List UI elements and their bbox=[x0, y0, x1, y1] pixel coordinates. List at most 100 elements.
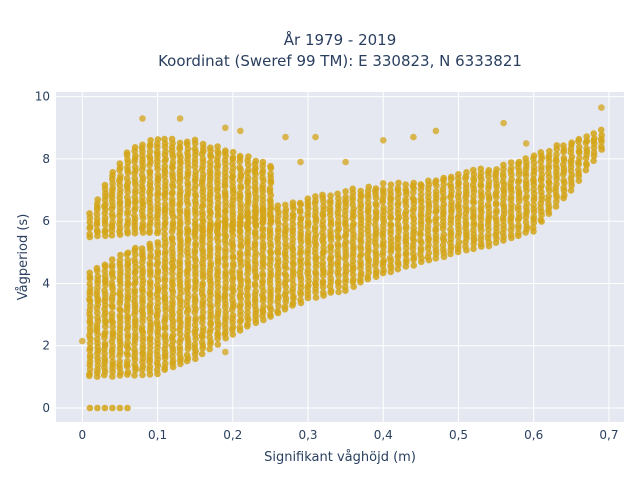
data-point bbox=[402, 181, 410, 188]
data-point bbox=[161, 235, 169, 242]
data-point bbox=[582, 166, 590, 174]
data-point bbox=[418, 203, 425, 210]
data-point bbox=[470, 166, 477, 174]
data-point bbox=[447, 181, 454, 188]
data-point bbox=[222, 308, 229, 316]
data-point bbox=[463, 169, 470, 176]
data-point bbox=[597, 126, 605, 134]
data-point bbox=[477, 181, 485, 188]
data-point bbox=[387, 227, 395, 234]
data-point bbox=[168, 234, 176, 241]
data-point bbox=[229, 154, 237, 161]
data-point bbox=[334, 232, 342, 240]
data-point bbox=[146, 259, 154, 267]
data-point bbox=[477, 232, 485, 240]
data-point bbox=[507, 159, 515, 166]
data-point bbox=[432, 214, 440, 222]
data-point bbox=[319, 278, 327, 285]
data-point bbox=[387, 235, 395, 242]
data-point bbox=[131, 144, 139, 151]
data-point bbox=[162, 312, 169, 320]
data-point bbox=[289, 259, 297, 267]
data-point bbox=[139, 141, 146, 149]
data-point bbox=[86, 344, 94, 352]
data-point bbox=[199, 280, 206, 287]
data-point bbox=[252, 165, 259, 172]
data-point bbox=[184, 314, 192, 322]
data-point bbox=[162, 248, 169, 255]
data-point bbox=[124, 193, 131, 201]
data-point bbox=[448, 199, 455, 206]
data-point bbox=[297, 280, 305, 288]
data-point bbox=[124, 339, 131, 346]
data-point bbox=[335, 277, 342, 285]
data-point bbox=[583, 133, 590, 140]
data-point bbox=[304, 266, 312, 274]
data-point bbox=[147, 300, 154, 308]
data-point bbox=[394, 221, 402, 228]
y-tick-label: 4 bbox=[42, 276, 50, 290]
data-point bbox=[176, 183, 184, 191]
data-point bbox=[86, 230, 93, 238]
data-point bbox=[267, 285, 274, 292]
data-point bbox=[146, 289, 154, 297]
data-point bbox=[251, 213, 259, 220]
data-point bbox=[553, 142, 561, 149]
data-point bbox=[214, 265, 221, 273]
data-point bbox=[357, 187, 365, 195]
data-point bbox=[297, 244, 304, 251]
data-point bbox=[146, 363, 154, 371]
data-point bbox=[267, 170, 274, 178]
data-point bbox=[364, 199, 372, 206]
data-point bbox=[537, 149, 545, 156]
data-point bbox=[124, 249, 132, 257]
data-point bbox=[94, 404, 101, 412]
data-point bbox=[124, 331, 132, 339]
data-point bbox=[146, 278, 154, 286]
data-point bbox=[357, 251, 365, 258]
data-point bbox=[123, 149, 131, 156]
data-point bbox=[492, 214, 499, 221]
data-point bbox=[221, 188, 229, 196]
data-point bbox=[215, 218, 222, 226]
data-point bbox=[109, 358, 116, 366]
data-point bbox=[198, 350, 206, 358]
data-point bbox=[538, 171, 546, 179]
data-point bbox=[484, 201, 492, 209]
data-point bbox=[102, 226, 109, 234]
data-point bbox=[244, 298, 251, 305]
data-point bbox=[229, 281, 237, 289]
data-point bbox=[259, 270, 266, 277]
y-axis-ticks: 0 2 4 6 8 10 bbox=[35, 90, 50, 415]
data-point bbox=[334, 240, 342, 248]
x-tick-label: 0,5 bbox=[449, 428, 468, 442]
data-point bbox=[508, 164, 515, 172]
data-point bbox=[132, 274, 139, 282]
data-point bbox=[86, 269, 93, 277]
data-point bbox=[530, 176, 537, 183]
x-tick-label: 0,1 bbox=[148, 428, 167, 442]
data-point bbox=[274, 202, 282, 209]
data-point bbox=[538, 182, 545, 189]
data-point bbox=[147, 251, 154, 259]
data-point bbox=[154, 200, 161, 208]
data-point bbox=[319, 217, 327, 225]
data-point bbox=[154, 227, 162, 234]
data-point bbox=[507, 193, 515, 201]
data-point bbox=[169, 275, 176, 283]
data-point bbox=[101, 272, 109, 280]
data-point bbox=[199, 298, 207, 305]
data-point bbox=[132, 316, 139, 323]
data-point bbox=[237, 301, 244, 308]
data-point bbox=[267, 311, 274, 318]
data-point bbox=[297, 255, 305, 263]
x-tick-label: 0 bbox=[79, 428, 87, 442]
data-point bbox=[146, 167, 154, 175]
data-point bbox=[560, 142, 567, 149]
data-point bbox=[281, 303, 289, 311]
data-point bbox=[304, 195, 312, 202]
data-point bbox=[522, 155, 529, 162]
data-point bbox=[138, 263, 146, 271]
x-axis-label: Signifikant våghöjd (m) bbox=[264, 450, 416, 465]
data-point bbox=[146, 349, 154, 356]
